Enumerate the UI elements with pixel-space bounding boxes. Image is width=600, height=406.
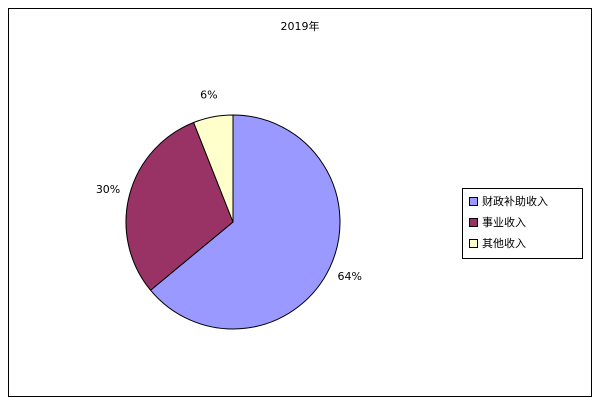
legend-swatch (469, 197, 478, 206)
pie-slice (192, 114, 234, 223)
legend-label: 事业收入 (482, 215, 526, 229)
legend-swatch (469, 239, 478, 248)
legend-label: 财政补助收入 (482, 194, 548, 208)
legend-label: 其他收入 (482, 236, 526, 250)
legend (462, 188, 583, 259)
data-label: 64% (337, 270, 361, 283)
data-label: 30% (96, 183, 120, 196)
legend-swatch (469, 218, 478, 227)
pie-slice (125, 121, 234, 291)
chart-title: 2019年 (281, 19, 320, 33)
data-label: 6% (200, 88, 217, 101)
pie-slice (149, 114, 341, 330)
